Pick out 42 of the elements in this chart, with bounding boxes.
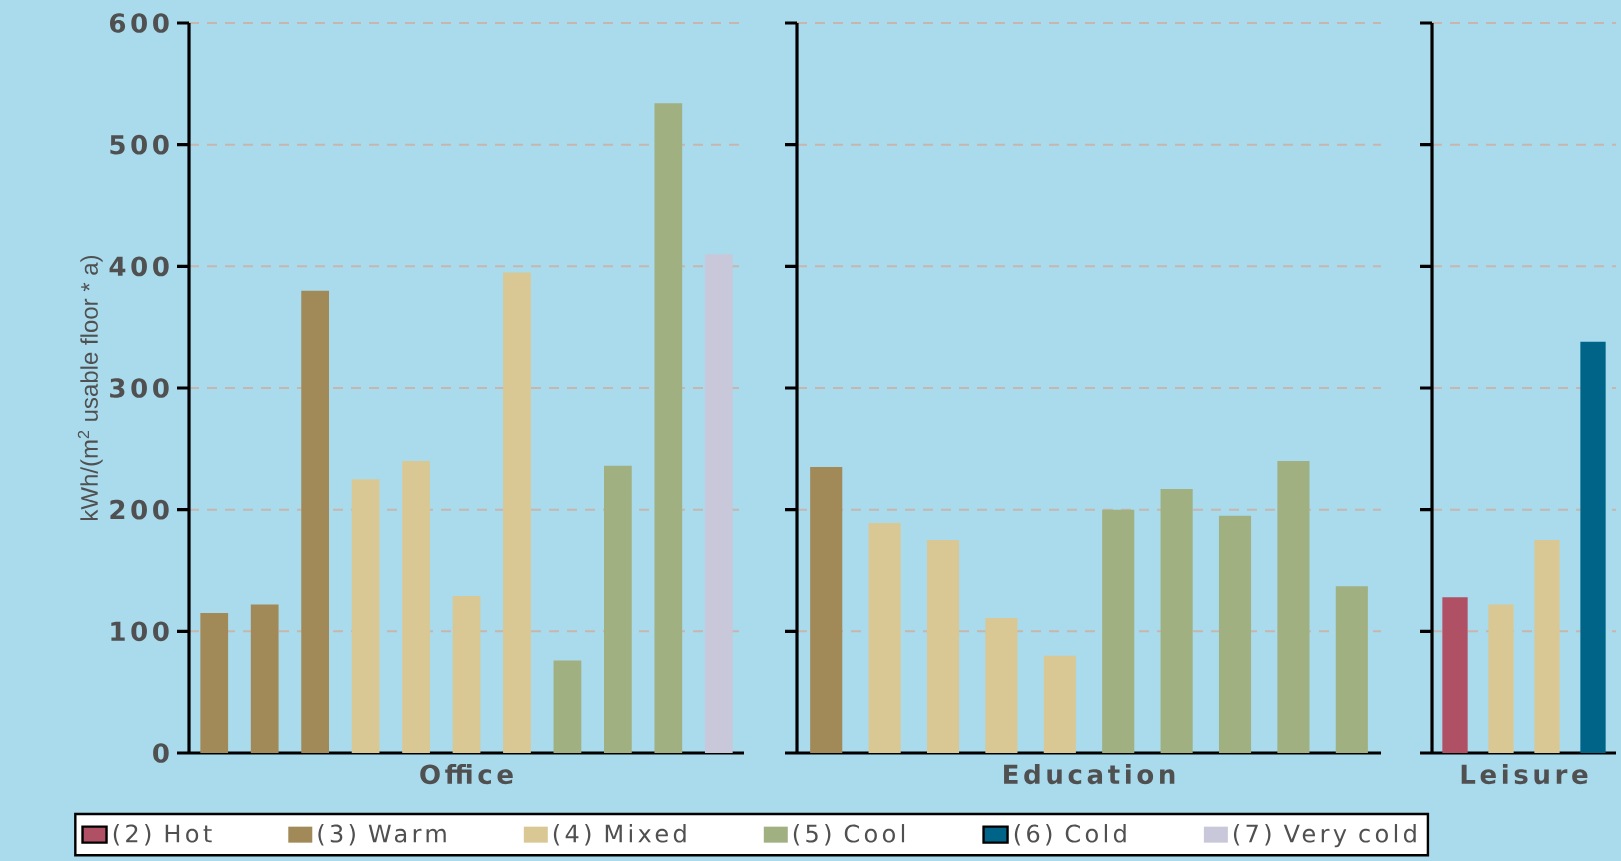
legend-label: (6) Cold	[1014, 824, 1126, 846]
bar	[1580, 341, 1606, 753]
bar	[452, 596, 481, 753]
bar	[553, 660, 582, 753]
bar	[868, 523, 901, 753]
bar	[250, 604, 279, 753]
bar	[604, 465, 632, 753]
x-axis-title: Office	[420, 764, 513, 785]
legend-label: (2) Hot	[113, 824, 212, 846]
bar	[1218, 515, 1252, 753]
legend-label: (3) Warm	[318, 824, 446, 846]
bar	[1335, 586, 1368, 753]
bar	[1442, 597, 1468, 753]
y-axis-title: kWh/(m$^{2}$ usable floor * a)	[77, 255, 103, 521]
bar	[1277, 460, 1310, 753]
y-tick-label: 300	[110, 378, 169, 398]
bar	[985, 617, 1018, 753]
legend-label: (5) Cool	[793, 824, 905, 846]
bar	[1160, 488, 1193, 753]
bar	[503, 272, 531, 753]
bar	[402, 460, 430, 753]
y-tick-label: 500	[110, 134, 169, 155]
bar	[810, 467, 843, 753]
bar	[351, 479, 380, 753]
x-axis-title: Education	[1004, 764, 1175, 785]
x-axis-title: Leisure	[1461, 764, 1588, 785]
y-tick-label: 0	[153, 743, 169, 763]
legend-label: (4) Mixed	[553, 824, 686, 846]
bar	[1102, 509, 1135, 753]
y-tick-label: 600	[109, 13, 169, 33]
bar	[1534, 540, 1560, 753]
bar	[1488, 604, 1514, 753]
bar	[1043, 655, 1076, 753]
bar	[301, 290, 330, 753]
bar	[926, 540, 960, 753]
bar	[704, 254, 733, 753]
bar	[654, 103, 683, 753]
legend-label: (7) Very cold	[1233, 824, 1416, 848]
y-tick-label: 100	[111, 621, 169, 642]
y-tick-label: 400	[109, 256, 169, 277]
bar	[200, 613, 229, 753]
y-tick-label: 200	[110, 499, 169, 520]
